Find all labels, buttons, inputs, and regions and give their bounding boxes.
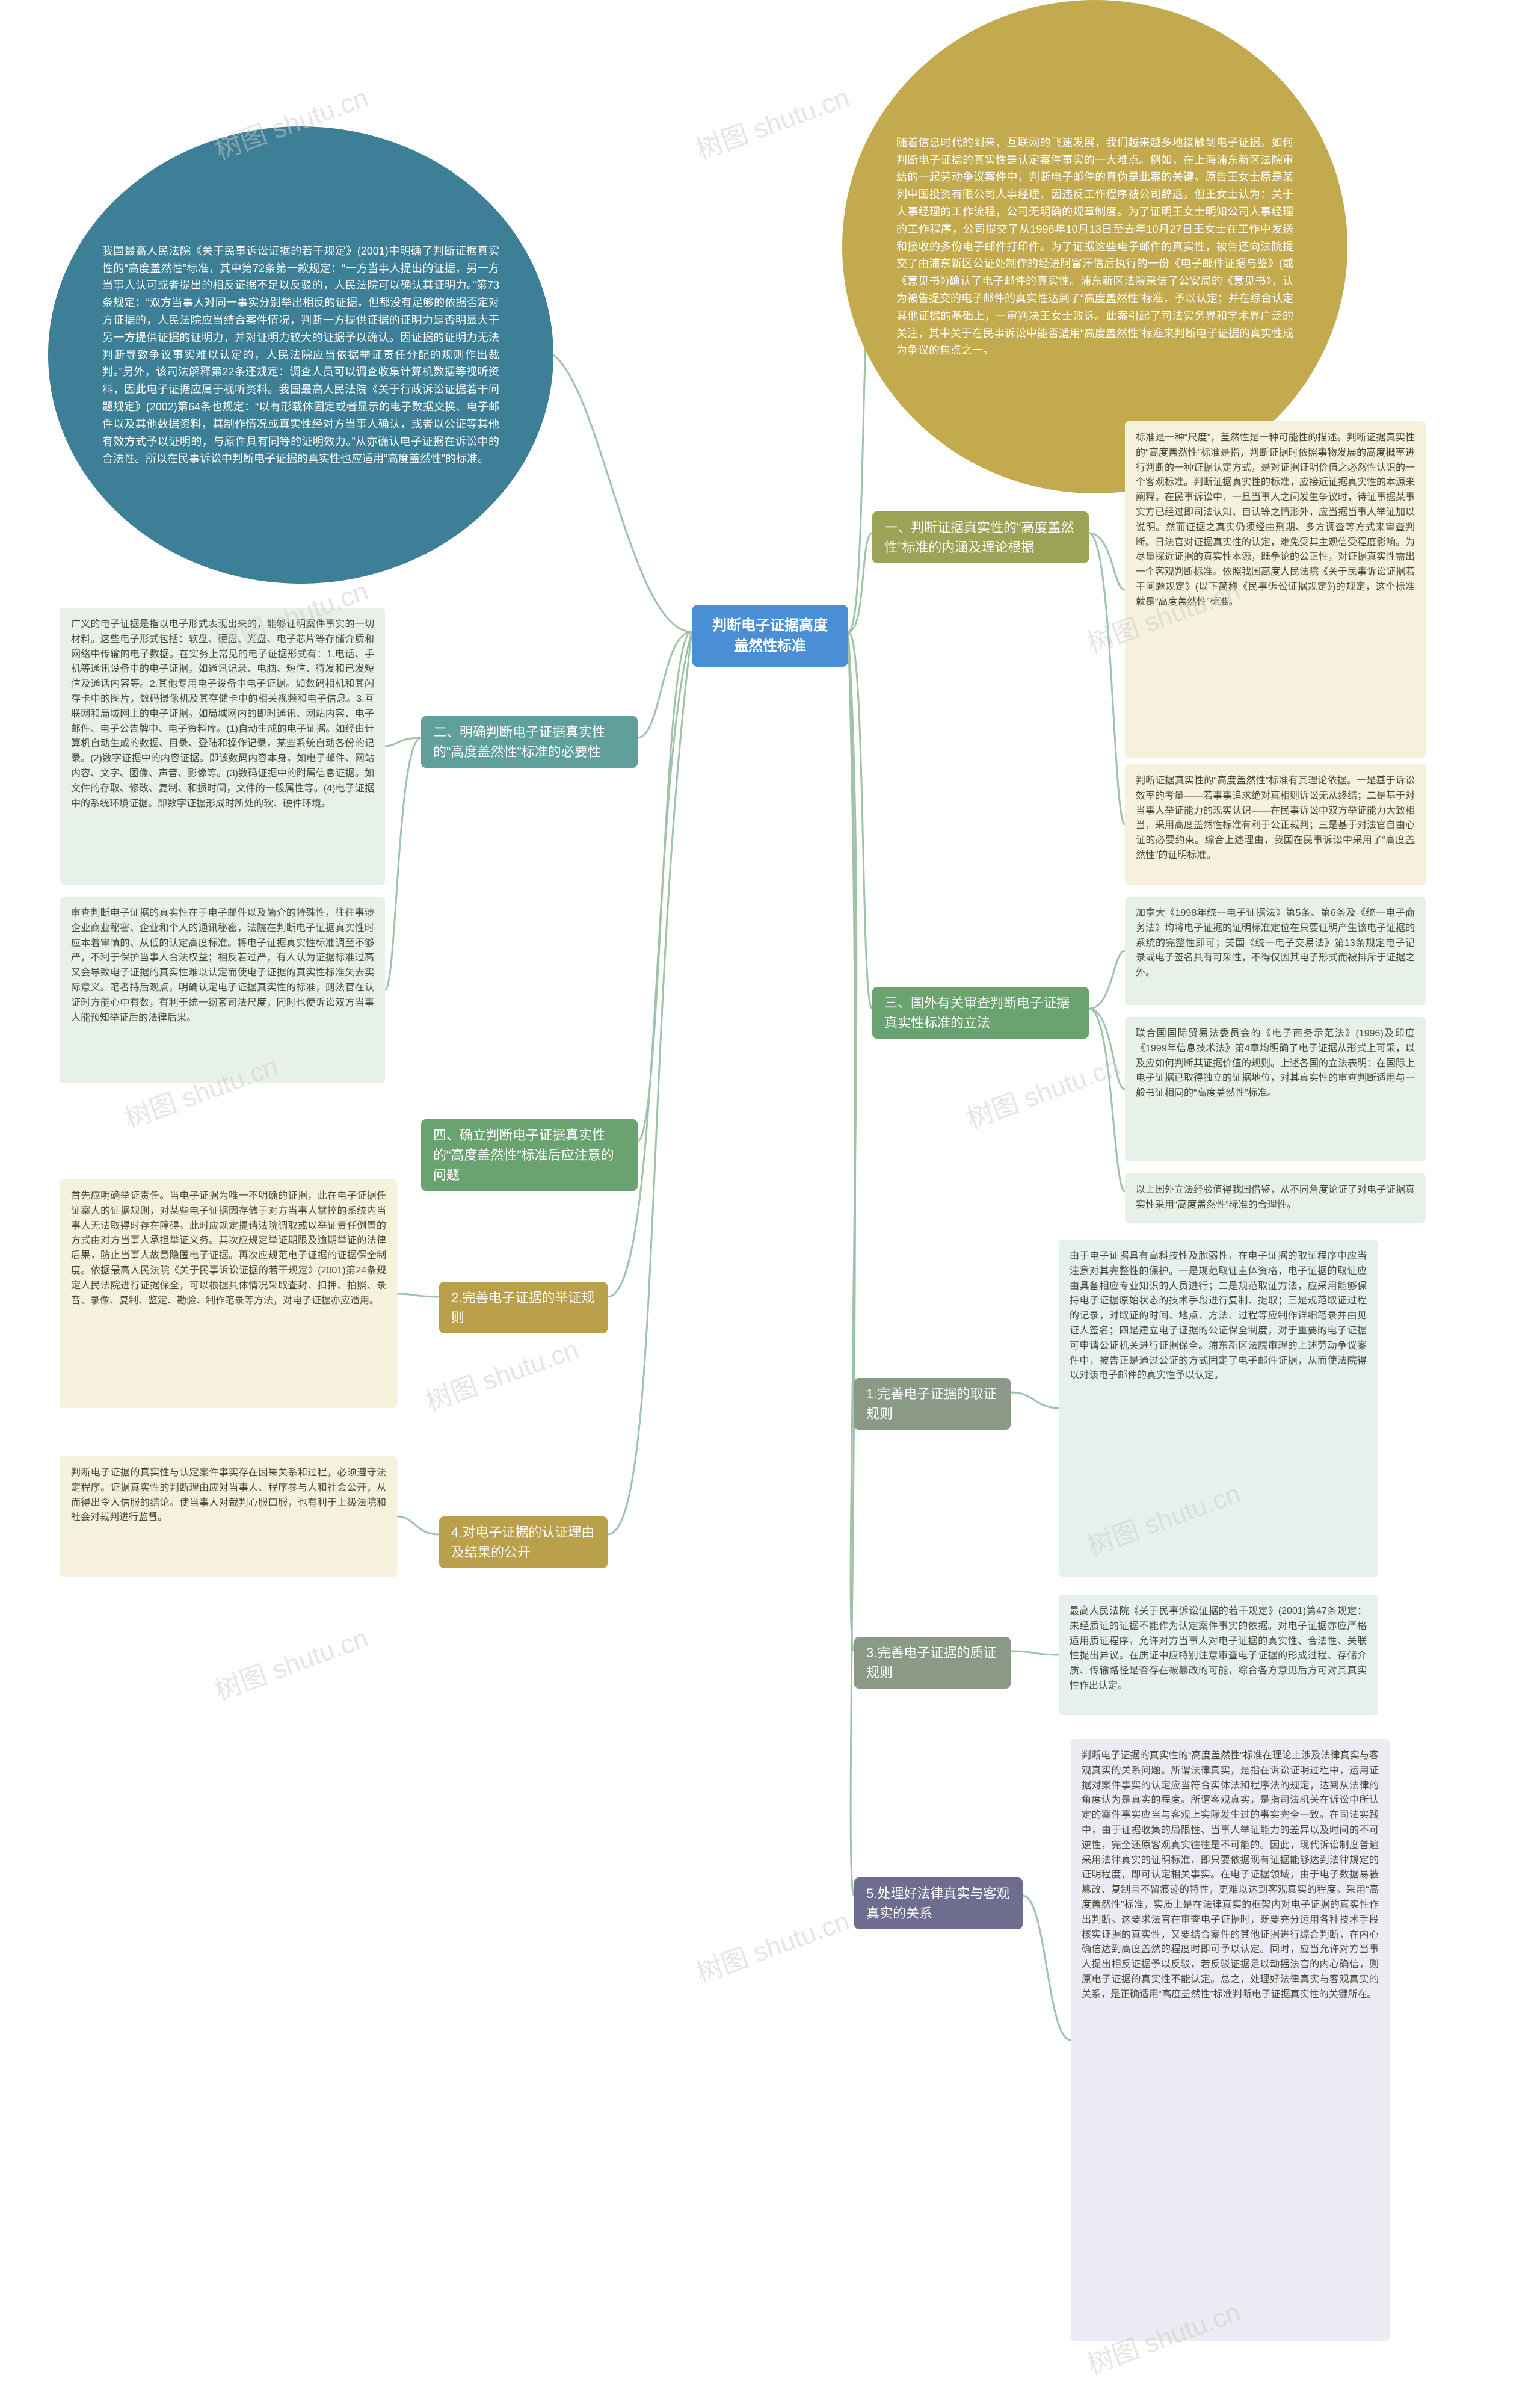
branch-node[interactable]: 四、确立判断电子证据真实性的“高度盖然性”标准后应注意的问题 [421,1119,638,1191]
leaf-node[interactable]: 判断电子证据的真实性的“高度盖然性”标准在理论上涉及法律真实与客观真实的关系问题… [1071,1739,1390,2341]
branch-node[interactable]: 4.对电子证据的认证理由及结果的公开 [439,1516,608,1568]
branch-node[interactable]: 1.完善电子证据的取证规则 [854,1378,1011,1430]
branch-node[interactable]: 2.完善电子证据的举证规则 [439,1282,608,1333]
branch-node[interactable]: 3.完善电子证据的质证规则 [854,1637,1011,1689]
branch-node[interactable]: 三、国外有关审查判断电子证据真实性标准的立法 [872,987,1089,1039]
leaf-node[interactable]: 联合国国际贸易法委员会的《电子商务示范法》(1996)及印度《1999年信息技术… [1125,1017,1426,1161]
leaf-node[interactable]: 最高人民法院《关于民事诉讼证据的若干规定》(2001)第47条规定：未经质证的证… [1059,1595,1378,1715]
branch-node[interactable]: 5.处理好法律真实与客观真实的关系 [854,1877,1023,1929]
leaf-node[interactable]: 判断电子证据的真实性与认定案件事实存在因果关系和过程，必须遵守法定程序。证据真实… [60,1456,397,1577]
leaf-node[interactable]: 广义的电子证据是指以电子形式表现出来的，能够证明案件事实的一切材料。这些电子形式… [60,608,385,885]
leaf-node[interactable]: 加拿大《1998年统一电子证据法》第5条、第6条及《统一电子商务法》均将电子证据… [1125,897,1426,1005]
leaf-node[interactable]: 由于电子证据具有高科技性及脆弱性，在电子证据的取证程序中应当注意对其完整性的保护… [1059,1240,1378,1577]
watermark: 树图 shutu.cn [209,1616,372,1707]
mindmap-canvas: 判断电子证据高度盖然性标准 我国最高人民法院《关于民事诉讼证据的若干规定》(200… [0,0,1540,2404]
leaf-node[interactable]: 以上国外立法经验值得我国借鉴，从不同角度论证了对电子证据真实性采用“高度盖然性”… [1125,1173,1426,1223]
left_ellipse[interactable]: 我国最高人民法院《关于民事诉讼证据的若干规定》(2001)中明确了判断证据真实性… [48,126,553,584]
leaf-node[interactable]: 标准是一种“尺度”，盖然性是一种可能性的描述。判断证据真实性的“高度盖然性”标准… [1125,421,1426,758]
watermark: 树图 shutu.cn [690,1899,854,1990]
watermark: 树图 shutu.cn [961,1045,1124,1136]
watermark: 树图 shutu.cn [419,1327,583,1418]
root-node[interactable]: 判断电子证据高度盖然性标准 [692,605,848,667]
leaf-node[interactable]: 首先应明确举证责任。当电子证据为唯一不明确的证据，此在电子证据任证案人的证据规则… [60,1179,397,1408]
branch-node[interactable]: 二、明确判断电子证据真实性的“高度盖然性”标准的必要性 [421,716,638,768]
leaf-node[interactable]: 判断证据真实性的“高度盖然性”标准有其理论依据。一是基于诉讼效率的考量——若事事… [1125,764,1426,885]
watermark: 树图 shutu.cn [690,76,854,167]
leaf-node[interactable]: 审查判断电子证据的真实性在于电子邮件以及简介的特殊性，往往事涉企业商业秘密、企业… [60,897,385,1083]
right_ellipse[interactable]: 随着信息时代的到来，互联网的飞速发展，我们越来越多地接触到电子证据。如何判断电子… [842,0,1348,493]
branch-node[interactable]: 一、判断证据真实性的“高度盖然性”标准的内涵及理论根据 [872,511,1089,563]
